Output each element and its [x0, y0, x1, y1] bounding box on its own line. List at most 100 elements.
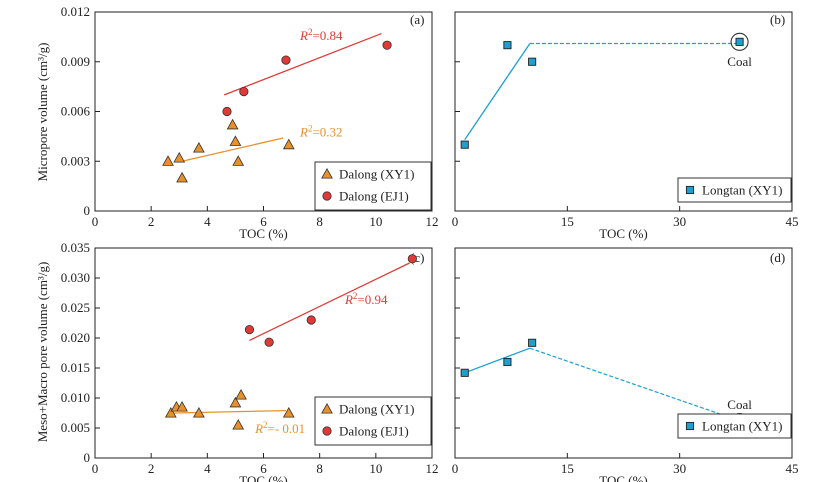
data-point-dalong-xy1: [226, 118, 239, 130]
x-tick-label: 0: [92, 461, 99, 476]
data-point-longtan-xy1: [503, 357, 512, 367]
data-point-dalong-xy1: [173, 151, 186, 163]
r2-label-dalong-xy1: R2=- 0.01: [254, 420, 305, 436]
panel-d: 0 15 30 45 TOC (%) (d) Coal Longtan (XY1): [452, 247, 799, 482]
panel-a: 0 2 4 6 8 10 12 TOC (%) 0 0.003 0.006 0.009 0.012 Mic…: [35, 4, 439, 241]
x-tick-label: 2: [148, 214, 155, 229]
data-point-longtan-xy1: [528, 57, 537, 66]
fit-line-dalong-ej1: [249, 262, 410, 341]
data-point-dalong-xy1: [229, 135, 242, 146]
legend-marker-longtan-xy1: [685, 185, 695, 195]
x-tick-label: 30: [673, 461, 686, 476]
data-point-longtan-xy1: [460, 140, 469, 149]
y-axis-label: Micropore volume (cm³/g): [35, 43, 50, 182]
data-point-dalong-xy1: [232, 155, 245, 166]
legend-marker-longtan-xy1: [685, 421, 695, 431]
y-tick-label: 0.003: [61, 153, 90, 168]
x-axis-label: TOC (%): [239, 473, 288, 482]
y-tick-label: 0.006: [61, 104, 91, 119]
data-point-dalong-ej1: [306, 315, 316, 325]
data-point-longtan-xy1: [460, 368, 469, 377]
y-tick-label: 0.005: [61, 420, 90, 435]
trend-line-solid: [464, 347, 531, 374]
x-tick-label: 0: [452, 461, 459, 476]
trend-line-solid: [464, 43, 531, 141]
legend-marker-dalong-xy1: [321, 402, 333, 414]
x-tick-label: 4: [204, 461, 211, 476]
data-point-dalong-xy1: [282, 138, 295, 150]
data-point-dalong-ej1: [244, 324, 255, 335]
plot-frame: [454, 247, 793, 459]
panel-letter: (d): [770, 250, 785, 265]
data-point-dalong-xy1: [162, 155, 174, 166]
x-axis-label: TOC (%): [599, 473, 648, 482]
data-point-longtan-xy1: [528, 338, 537, 347]
legend-label-longtan-xy1: Longtan (XY1): [702, 183, 783, 198]
fit-line-dalong-ej1: [223, 32, 382, 96]
data-point-dalong-xy1: [164, 406, 177, 418]
data-point-dalong-ej1: [281, 55, 291, 65]
legend-marker-dalong-xy1: [321, 167, 333, 179]
data-point-dalong-xy1: [193, 141, 205, 153]
r2-label-dalong-xy1: R2=0.32: [299, 123, 343, 139]
y-tick-label: 0: [84, 203, 91, 218]
data-point-dalong-xy1: [193, 406, 205, 418]
legend-marker-dalong-ej1: [322, 426, 332, 436]
x-tick-label: 6: [260, 214, 267, 229]
data-point-dalong-ej1: [407, 254, 417, 264]
x-tick-label: 15: [561, 461, 574, 476]
y-tick-label: 0.009: [61, 54, 90, 69]
data-point-dalong-xy1: [232, 418, 245, 430]
trend-line-dashed: [529, 347, 740, 422]
x-axis-label: TOC (%): [599, 226, 648, 241]
x-tick-label: 45: [786, 214, 799, 229]
legend-box: [677, 177, 792, 203]
y-tick-label: 0.020: [61, 330, 90, 345]
legend-label-dalong-xy1: Dalong (XY1): [339, 402, 414, 417]
y-tick-label: 0.025: [61, 300, 90, 315]
data-point-longtan-xy1: [503, 41, 512, 50]
x-tick-label: 6: [260, 461, 267, 476]
r2-label-dalong-ej1: R2=0.84: [299, 27, 343, 43]
x-tick-label: 0: [92, 214, 99, 229]
x-tick-label: 0: [452, 214, 459, 229]
data-point-dalong-xy1: [229, 396, 242, 408]
data-point-dalong-xy1: [176, 400, 188, 412]
coal-label: Coal: [727, 54, 752, 69]
legend-label-dalong-ej1: Dalong (EJ1): [339, 189, 409, 204]
legend-label-dalong-xy1: Dalong (XY1): [339, 167, 414, 182]
coal-label: Coal: [727, 397, 752, 412]
y-tick-label: 0.035: [61, 240, 90, 255]
y-tick-label: 0.030: [61, 270, 90, 285]
x-tick-label: 10: [369, 461, 382, 476]
x-tick-label: 12: [426, 461, 439, 476]
legend-label-longtan-xy1: Longtan (XY1): [702, 419, 783, 434]
x-tick-label: 30: [673, 214, 686, 229]
x-tick-label: 15: [561, 214, 574, 229]
x-tick-label: 2: [148, 461, 155, 476]
x-axis-label: TOC (%): [239, 226, 288, 241]
x-tick-label: 8: [316, 214, 323, 229]
fit-line-dalong-xy1: [173, 409, 286, 414]
panel-b: 0 15 30 45 TOC (%) (b) Coal Longtan (XY1): [452, 11, 799, 241]
x-tick-label: 45: [786, 461, 799, 476]
y-tick-label: 0: [84, 450, 91, 465]
legend-box: [314, 161, 432, 211]
data-point-dalong-xy1: [176, 171, 188, 183]
panel-c: 0 2 4 6 8 10 12 TOC (%) 0 0.005 0.010 0.015 0.020 0.0…: [35, 240, 439, 482]
y-tick-label: 0.015: [61, 360, 90, 375]
x-tick-label: 10: [369, 214, 382, 229]
panel-letter: (b): [770, 12, 785, 27]
legend-box: [314, 396, 432, 446]
legend-box: [677, 413, 792, 439]
panel-letter: (a): [410, 12, 424, 27]
r2-label-dalong-ej1: R2=0.94: [344, 291, 388, 307]
data-point-dalong-ej1: [264, 337, 274, 347]
x-tick-label: 4: [204, 214, 211, 229]
data-point-dalong-xy1: [235, 388, 247, 400]
data-point-dalong-ej1: [239, 87, 249, 97]
coal-highlight-circle: [730, 32, 749, 51]
x-tick-label: 12: [426, 214, 439, 229]
data-point-longtan-xy1: [735, 37, 744, 46]
